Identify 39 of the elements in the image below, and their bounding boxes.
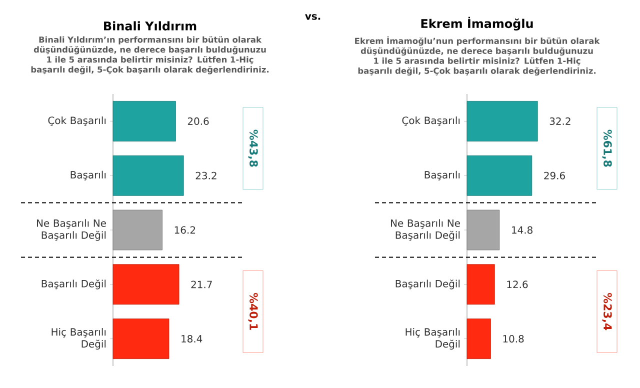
bar	[112, 155, 184, 196]
text: %43,8	[248, 130, 258, 167]
data-label: 21.7	[191, 280, 212, 288]
data-label: 10.8	[503, 335, 524, 343]
y-tick-label: Başarılı	[424, 170, 460, 180]
data-label: 14.8	[512, 226, 532, 234]
bar	[112, 210, 162, 250]
bar	[466, 264, 495, 305]
data-label: 12.6	[507, 280, 528, 288]
chart-title: Binali Yıldırım	[104, 21, 196, 30]
bar	[112, 318, 170, 359]
data-label: 32.2	[550, 117, 570, 125]
data-label: 20.6	[188, 117, 209, 125]
y-tick-label: Hiç Başarılı Değil	[52, 328, 106, 350]
chart-subtitle: Binali Yıldırım’ın performansını bir bütün olarak düşündüğünüzde, ne derece başarılı bulduğunuzu 1 ile 5 arasında belirtir misiniz? Lütfen 1-Hiç başarılı değil, 5-Çok başarılı olarak değerlendiriniz.	[31, 36, 269, 74]
text: vs.	[305, 14, 320, 20]
text: %40,1	[248, 292, 258, 330]
data-label: 16.2	[174, 226, 195, 234]
data-label: 23.2	[196, 172, 216, 180]
y-tick-label: Çok Başarılı	[402, 116, 460, 126]
bar	[466, 155, 532, 196]
y-tick-label: Hiç Başarılı Değil	[406, 328, 460, 350]
y-tick-label: Başarılı Değil	[396, 279, 460, 290]
bar	[112, 101, 176, 142]
chart-subtitle: Ekrem İmamoğlu’nun performansını bir bütün olarak düşündüğünüzde, ne derece başarılı bulduğunuzu 1 ile 5 arasında belirtir misiniz? Lütfen 1-Hiç başarılı değil, 5-Çok başarılı olarak değerlendiriniz.	[355, 36, 600, 76]
chart-title: Ekrem İmamoğlu	[421, 16, 533, 30]
bar	[466, 101, 538, 142]
y-tick-label: Ne Başarılı Ne Başarılı Değil	[391, 219, 460, 241]
bar	[466, 318, 491, 359]
y-tick-label: Çok Başarılı	[48, 116, 106, 126]
y-tick-label: Ne Başarılı Ne Başarılı Değil	[37, 219, 106, 241]
data-label: 18.4	[182, 335, 202, 343]
y-tick-label: Başarılı Değil	[42, 279, 106, 290]
data-label: 29.6	[544, 172, 565, 180]
text: %23,4	[602, 292, 612, 330]
bar	[466, 210, 500, 250]
y-tick-label: Başarılı	[70, 170, 106, 180]
text: %61,8	[602, 130, 612, 167]
bar	[112, 264, 180, 305]
